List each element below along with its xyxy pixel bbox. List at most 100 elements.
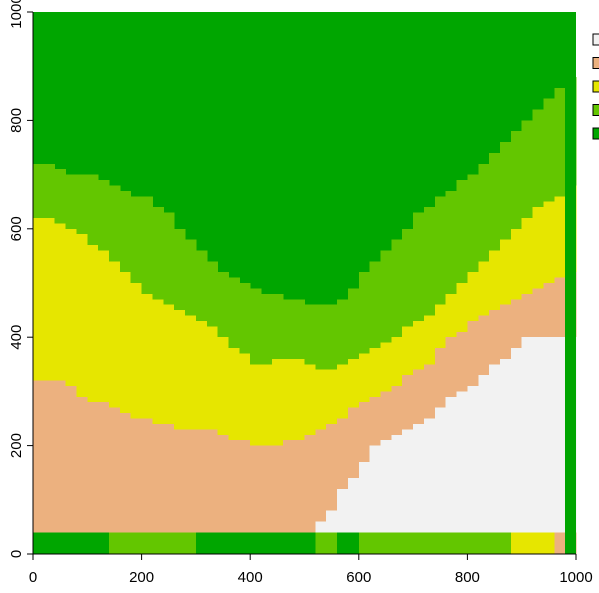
heatmap-cell-yellow xyxy=(76,234,88,554)
heatmap-cell-bottom-strip xyxy=(43,532,56,554)
heatmap-cell-bottom-strip xyxy=(554,532,566,554)
heatmap-cell-tan xyxy=(206,429,219,554)
y-tick-label: 200 xyxy=(8,433,25,458)
heatmap-cell-bottom-strip xyxy=(261,532,273,554)
heatmap-cell-white xyxy=(510,348,523,533)
legend-swatch xyxy=(592,33,599,46)
heatmap-cell-bottom-strip xyxy=(380,532,392,554)
heatmap-cell-bottom-strip xyxy=(478,532,490,554)
heatmap-cell-right-strip xyxy=(565,12,576,554)
heatmap-cell-bottom-strip xyxy=(271,532,284,554)
heatmap-cell-bottom-strip xyxy=(347,532,360,554)
heatmap-cell-white xyxy=(347,478,360,533)
heatmap-cell-tan xyxy=(43,380,56,554)
x-tick-label: 400 xyxy=(238,569,263,586)
heatmap-cell-white xyxy=(467,385,479,533)
heatmap-cell-bottom-strip xyxy=(402,532,414,554)
heatmap-cell-bottom-strip xyxy=(337,532,349,554)
heatmap-cell-tan xyxy=(65,385,77,554)
heatmap-cell-white xyxy=(434,407,447,533)
y-tick-label: 1000 xyxy=(8,0,25,29)
legend-swatch xyxy=(592,80,599,93)
heatmap-cell-tan xyxy=(152,423,164,554)
heatmap-cell-bottom-strip xyxy=(76,532,88,554)
heatmap-cell-tan xyxy=(293,440,305,554)
heatmap-cell-bottom-strip xyxy=(239,532,251,554)
heatmap-cell-tan xyxy=(109,407,121,554)
heatmap-cell-bottom-strip xyxy=(206,532,219,554)
x-tick-label: 600 xyxy=(346,569,371,586)
heatmap-cell-white xyxy=(489,364,501,533)
heatmap-cell-tan xyxy=(185,429,197,554)
x-tick-label: 200 xyxy=(129,569,154,586)
heatmap-cell-white xyxy=(478,375,490,533)
heatmap-cell-tan xyxy=(282,440,295,554)
heatmap-cell-white xyxy=(369,445,382,533)
heatmap-cell-tan xyxy=(33,380,45,554)
heatmap-cell-white xyxy=(423,418,436,533)
heatmap-cell-bottom-strip xyxy=(87,532,99,554)
heatmap-cell-bottom-strip xyxy=(195,532,208,554)
heatmap-cell-tan xyxy=(326,423,338,554)
y-tick-label: 600 xyxy=(8,216,25,241)
legend-swatch xyxy=(592,127,599,140)
heatmap-cell-tan xyxy=(76,396,88,554)
heatmap-cell-tan xyxy=(239,440,251,554)
heatmap-cell-white xyxy=(413,423,425,533)
heatmap-cell-tan xyxy=(217,434,229,554)
heatmap-cell-bottom-strip xyxy=(499,532,512,554)
heatmap-cells xyxy=(33,12,577,555)
heatmap-cell-tan xyxy=(228,440,240,554)
heatmap-cell-tan xyxy=(119,413,132,554)
y-tick-label: 800 xyxy=(8,108,25,133)
x-tick-label: 0 xyxy=(29,569,37,586)
heatmap-cell-tan xyxy=(337,418,349,554)
heatmap-cell-white xyxy=(543,337,555,533)
heatmap-cell-bottom-strip xyxy=(456,532,468,554)
heatmap-cell-bottom-strip xyxy=(228,532,240,554)
heatmap-cell-bottom-strip xyxy=(185,532,197,554)
heatmap-cell-white xyxy=(380,440,392,533)
heatmap-cell-tan xyxy=(304,434,316,554)
x-tick-label: 800 xyxy=(455,569,480,586)
heatmap-cell-bottom-strip xyxy=(293,532,305,554)
heatmap-cell-bottom-strip xyxy=(434,532,447,554)
heatmap-cell-bottom-strip xyxy=(315,532,327,554)
heatmap-cell-bottom-strip xyxy=(445,532,458,554)
heatmap-cell-tan xyxy=(163,423,175,554)
legend-swatch xyxy=(592,103,599,117)
heatmap-cell-bottom-strip xyxy=(282,532,295,554)
heatmap-cell-bottom-strip xyxy=(358,532,371,554)
heatmap-cell-bottom-strip xyxy=(152,532,164,554)
heatmap-cell-bottom-strip xyxy=(423,532,436,554)
heatmap-cell-bottom-strip xyxy=(174,532,186,554)
heatmap-cell-bottom-strip xyxy=(65,532,77,554)
heatmap-cell-bottom-strip xyxy=(521,532,534,554)
heatmap-cell-tan xyxy=(271,445,284,554)
heatmap-cell-bottom-strip xyxy=(130,532,143,554)
heatmap-cell-bottom-strip xyxy=(510,532,523,554)
heatmap-cell-bottom-strip xyxy=(109,532,121,554)
x-tick-label: 1000 xyxy=(559,569,592,586)
heatmap-cell-bottom-strip xyxy=(304,532,316,554)
heatmap-cell-white xyxy=(358,461,371,533)
heatmap-cell-bottom-strip xyxy=(467,532,479,554)
heatmap-cell-white xyxy=(402,429,414,533)
legend-swatch xyxy=(592,56,599,70)
heatmap-cell-bottom-strip xyxy=(369,532,382,554)
axes: 0 200 400 600 800 1000 0 200 400 600 800 1000 xyxy=(8,0,593,586)
heatmap-cell-white xyxy=(521,337,534,533)
heatmap-cell-bottom-strip xyxy=(489,532,501,554)
heatmap-cell-tan xyxy=(174,429,186,554)
legend xyxy=(592,33,599,140)
heatmap-cell-tan xyxy=(54,380,67,554)
heatmap-cell-white xyxy=(456,391,468,533)
heatmap-cell-bottom-strip xyxy=(250,532,262,554)
heatmap-cell-tan xyxy=(250,445,262,554)
heatmap-cell-bottom-strip xyxy=(163,532,175,554)
heatmap-cell-white xyxy=(445,396,458,533)
y-tick-label: 0 xyxy=(8,550,25,558)
heatmap-cell-tan xyxy=(141,418,153,554)
heatmap-cell-bottom-strip xyxy=(54,532,67,554)
